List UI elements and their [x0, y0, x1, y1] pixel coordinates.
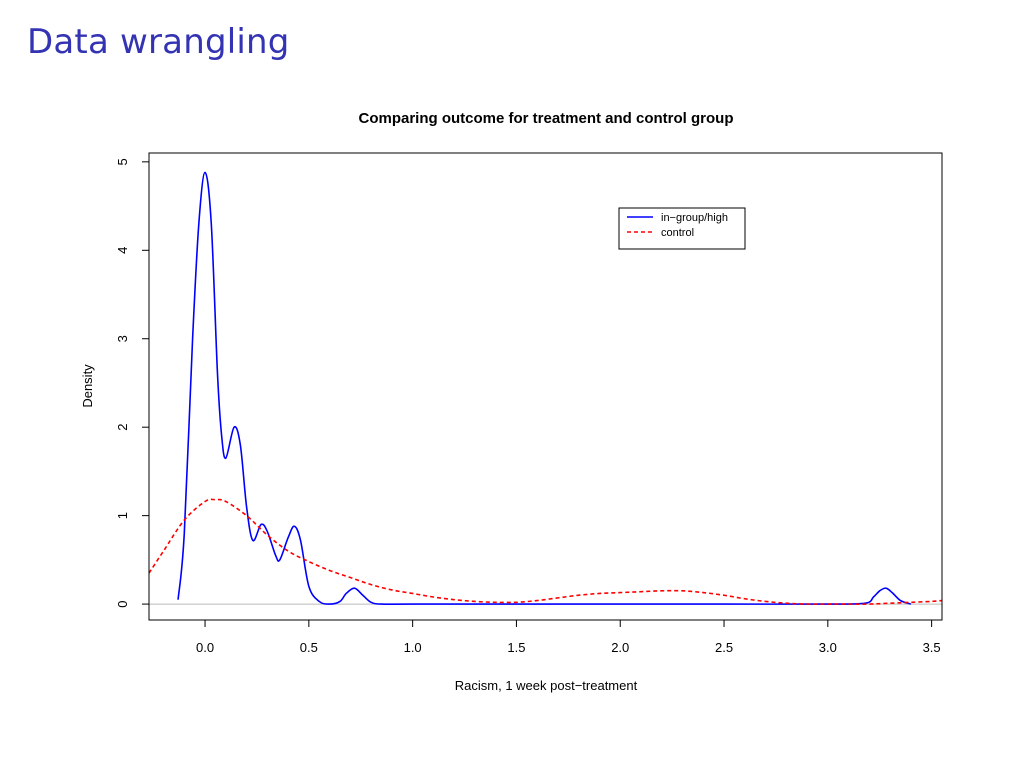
- legend: in−group/high control: [618, 207, 746, 250]
- x-tick-label: 2.0: [611, 640, 629, 655]
- y-axis-label: Density: [80, 364, 95, 408]
- x-axis-label: Racism, 1 week post−treatment: [455, 678, 638, 693]
- x-tick-label: 1.0: [404, 640, 422, 655]
- y-tick-label: 3: [115, 335, 130, 342]
- slide-title: Data wrangling: [27, 22, 290, 62]
- y-tick-label: 4: [115, 247, 130, 254]
- x-tick-label: 3.0: [819, 640, 837, 655]
- series-line-control: [148, 498, 943, 605]
- x-tick-label: 3.5: [923, 640, 941, 655]
- chart-title: Comparing outcome for treatment and cont…: [358, 110, 733, 127]
- series-line-in-group-high: [177, 171, 912, 606]
- plot-frame: [148, 152, 943, 621]
- y-tick-label: 0: [115, 600, 130, 607]
- legend-box: [618, 207, 746, 250]
- legend-label: control: [661, 227, 694, 239]
- x-tick-label: 0.5: [300, 640, 318, 655]
- y-tick-label: 5: [115, 158, 130, 165]
- x-tick-label: 0.0: [196, 640, 214, 655]
- y-tick-label: 1: [115, 512, 130, 519]
- x-tick-label: 1.5: [507, 640, 525, 655]
- x-tick-label: 2.5: [715, 640, 733, 655]
- legend-label: in−group/high: [661, 212, 728, 224]
- y-tick-label: 2: [115, 424, 130, 431]
